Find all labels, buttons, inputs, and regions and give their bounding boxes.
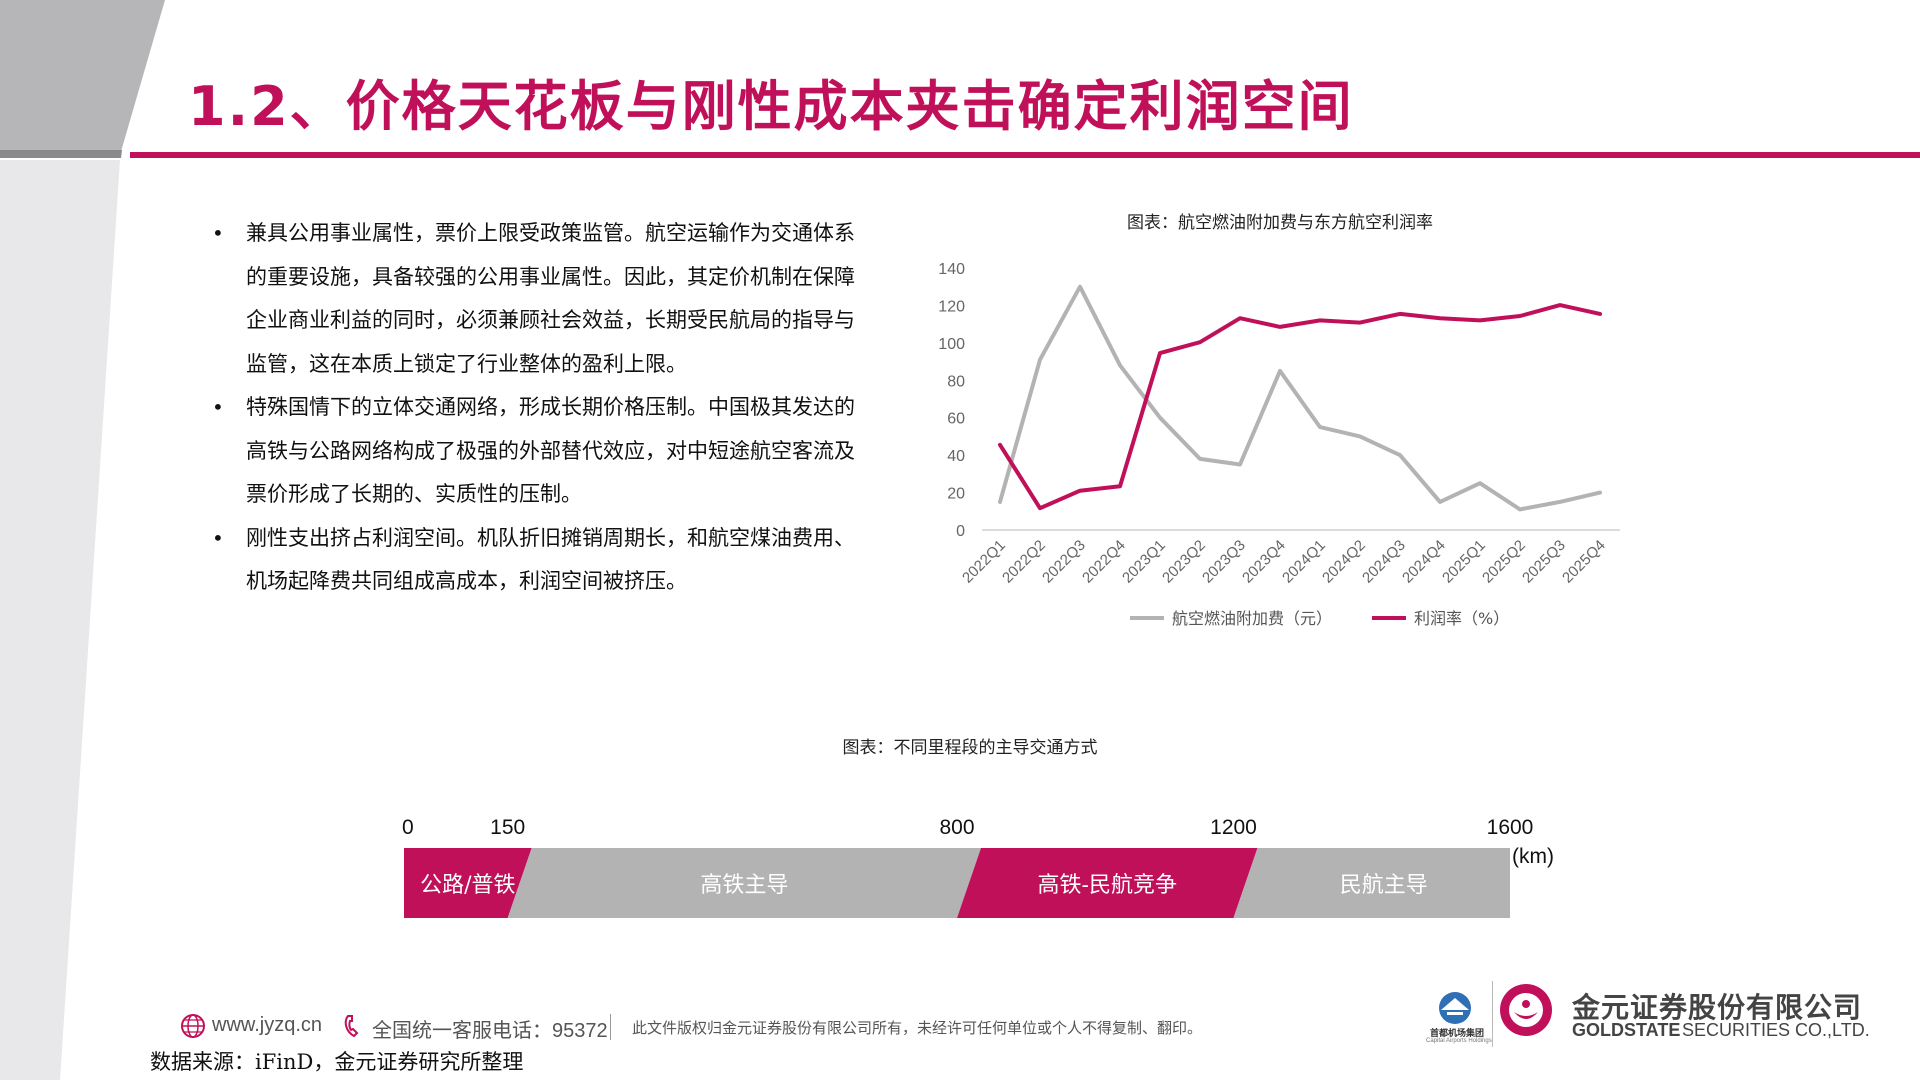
bullet-text: 兼具公用事业属性，票价上限受政策监管。航空运输作为交通体系的重要设施，具备较强的… xyxy=(246,221,855,376)
distance-tick-label: 800 xyxy=(939,816,974,839)
y-left-tick-label: 120 xyxy=(938,298,965,315)
x-tick-label: 2022Q4 xyxy=(1079,537,1129,587)
distance-tick-label: 1200 xyxy=(1210,816,1257,839)
footer: www.jyzq.cn 全国统一客服电话：95372 此文件版权归金元证券股份有… xyxy=(0,976,1920,1047)
footer-website[interactable]: www.jyzq.cn xyxy=(212,1014,323,1036)
y-left-tick-label: 20 xyxy=(947,486,965,503)
x-tick-label: 2025Q1 xyxy=(1439,537,1489,587)
bullet-text: 特殊国情下的立体交通网络，形成长期价格压制。中国极其发达的高铁与公路网络构成了极… xyxy=(246,395,855,506)
company-name-en: SECURITIES CO.,LTD. xyxy=(1682,1020,1870,1040)
x-tick-label: 2024Q3 xyxy=(1359,537,1409,587)
bullet-dot-icon: • xyxy=(212,395,224,419)
x-tick-label: 2024Q4 xyxy=(1399,537,1449,587)
y-left-tick-label: 140 xyxy=(938,261,965,278)
globe-icon xyxy=(181,1014,205,1038)
x-tick-label: 2024Q2 xyxy=(1319,537,1369,587)
partner-name: 首都机场集团 xyxy=(1430,1028,1485,1038)
slide-title: 1.2、价格天花板与刚性成本夹击确定利润空间 xyxy=(188,75,1354,138)
segment-label: 高铁主导 xyxy=(700,873,788,898)
segment-label: 民航主导 xyxy=(1340,873,1428,898)
phone-icon xyxy=(344,1015,359,1038)
capital-airports-logo xyxy=(1439,992,1471,1024)
partner-subtitle: Capital Airports Holdings xyxy=(1426,1038,1492,1044)
y-left-tick-label: 0 xyxy=(956,523,965,540)
distance-tick-label: 0 xyxy=(402,816,414,839)
distance-tick-label: 1600 xyxy=(1487,816,1534,839)
data-source: 数据来源：iFinD，金元证券研究所整理 xyxy=(150,1050,524,1074)
x-tick-label: 2022Q3 xyxy=(1039,537,1089,587)
series-line xyxy=(998,303,1602,511)
x-tick-label: 2024Q1 xyxy=(1279,537,1329,587)
x-tick-label: 2023Q2 xyxy=(1159,537,1209,587)
x-tick-label: 2025Q2 xyxy=(1479,537,1529,587)
bullet-item: • 刚性支出挤占利润空间。机队折旧摊销周期长，和航空煤油费用、机场起降费共同组成… xyxy=(212,517,862,604)
distance-segment xyxy=(957,848,1258,918)
y-left-tick-label: 80 xyxy=(947,373,965,390)
footer-logo-divider xyxy=(1492,981,1493,1047)
bullet-text: 刚性支出挤占利润空间。机队折旧摊销周期长，和航空煤油费用、机场起降费共同组成高成… xyxy=(246,525,855,594)
x-tick-label: 2023Q1 xyxy=(1119,537,1169,587)
header-background xyxy=(0,0,1920,158)
distance-segment xyxy=(404,848,532,918)
segment-label: 公路/普铁 xyxy=(420,873,515,898)
segment-label: 高铁-民航竞争 xyxy=(1038,873,1177,898)
x-tick-label: 2023Q4 xyxy=(1239,537,1289,587)
x-tick-label: 2022Q2 xyxy=(999,537,1049,587)
chart2-title: 图表：不同里程段的主导交通方式 xyxy=(842,738,1098,758)
series-line xyxy=(998,284,1602,512)
bullet-dot-icon: • xyxy=(212,221,224,245)
distance-unit-label: (km) xyxy=(1512,845,1554,868)
left-side-panel xyxy=(0,160,120,1080)
legend-label: 航空燃油附加费（元） xyxy=(1172,609,1332,628)
company-name-en-bold: GOLDSTATE xyxy=(1572,1020,1681,1040)
distance-transport-chart: 公路/普铁 高铁主导 高铁-民航竞争 民航主导 0 150 800 1200 1600 (km) xyxy=(402,816,1554,918)
x-tick-label: 2025Q3 xyxy=(1519,537,1569,587)
goldstate-logo xyxy=(1500,984,1552,1036)
y-left-tick-label: 40 xyxy=(947,448,965,465)
footer-divider xyxy=(610,1014,611,1040)
fuel-surcharge-profit-chart: 140120100806040200200-20-40-60-80-100202… xyxy=(938,261,1640,628)
distance-segment xyxy=(1233,848,1510,918)
footer-copyright: 此文件版权归金元证券股份有限公司所有，未经许可任何单位或个人不得复制、翻印。 xyxy=(632,1020,1203,1037)
distance-segment xyxy=(507,848,981,918)
y-left-tick-label: 60 xyxy=(947,411,965,428)
footer-hotline: 全国统一客服电话：95372 xyxy=(372,1020,608,1042)
chart1-title: 图表：航空燃油附加费与东方航空利润率 xyxy=(1127,213,1433,233)
bullet-list: • 兼具公用事业属性，票价上限受政策监管。航空运输作为交通体系的重要设施，具备较… xyxy=(212,212,862,604)
y-left-tick-label: 100 xyxy=(938,336,965,353)
x-tick-label: 2022Q1 xyxy=(959,537,1009,587)
x-tick-label: 2025Q4 xyxy=(1559,537,1609,587)
x-tick-label: 2023Q3 xyxy=(1199,537,1249,587)
bullet-item: • 特殊国情下的立体交通网络，形成长期价格压制。中国极其发达的高铁与公路网络构成… xyxy=(212,386,862,517)
legend-label: 利润率（%） xyxy=(1414,609,1509,628)
bullet-item: • 兼具公用事业属性，票价上限受政策监管。航空运输作为交通体系的重要设施，具备较… xyxy=(212,212,862,386)
bullet-dot-icon: • xyxy=(212,525,224,550)
company-name-cn: 金元证券股份有限公司 xyxy=(1572,992,1863,1023)
distance-tick-label: 150 xyxy=(490,816,525,839)
